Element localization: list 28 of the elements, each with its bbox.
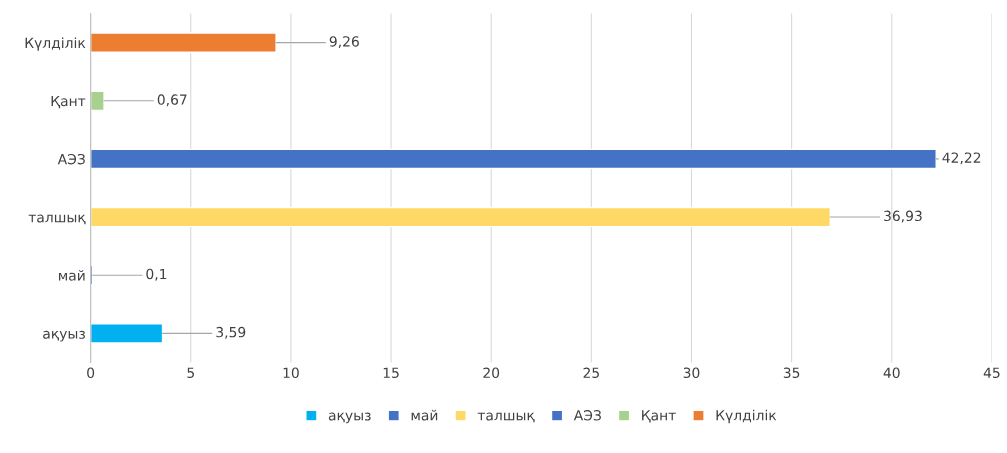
legend-label: талшық: [477, 412, 535, 423]
data-label: 3,59: [216, 326, 246, 339]
legend-label: ақуыз: [328, 412, 371, 424]
y-tick-label: АЭЗ: [57, 153, 85, 165]
y-tick-label: май: [59, 269, 85, 281]
x-tick-label: 35: [783, 367, 800, 379]
data-label: 42,22: [942, 152, 981, 165]
legend-label: Күлділік: [716, 409, 777, 424]
legend-label: май: [411, 409, 438, 421]
x-tick-label: 40: [883, 367, 900, 379]
legend-label: АЭЗ: [573, 410, 601, 421]
x-tick-label: 5: [187, 367, 194, 379]
data-label: 9,26: [329, 36, 359, 49]
data-label: 0,67: [157, 94, 187, 107]
y-tick-label: Қант: [51, 95, 86, 109]
y-tick-label: талшық: [28, 214, 86, 225]
x-tick-label: 30: [683, 367, 700, 379]
x-tick-label: 45: [983, 367, 1000, 379]
y-tick-label: Күлділік: [25, 37, 86, 51]
x-tick-label: 0: [87, 367, 95, 379]
x-tick-label: 15: [383, 367, 399, 379]
data-label: 36,93: [884, 210, 922, 223]
data-label: 0,1: [146, 268, 167, 281]
legend-label: Қант: [642, 410, 676, 423]
x-tick-label: 20: [483, 367, 500, 379]
x-tick-label: 10: [283, 367, 299, 379]
x-tick-label: 25: [583, 367, 599, 379]
y-tick-label: ақуыз: [43, 330, 85, 342]
